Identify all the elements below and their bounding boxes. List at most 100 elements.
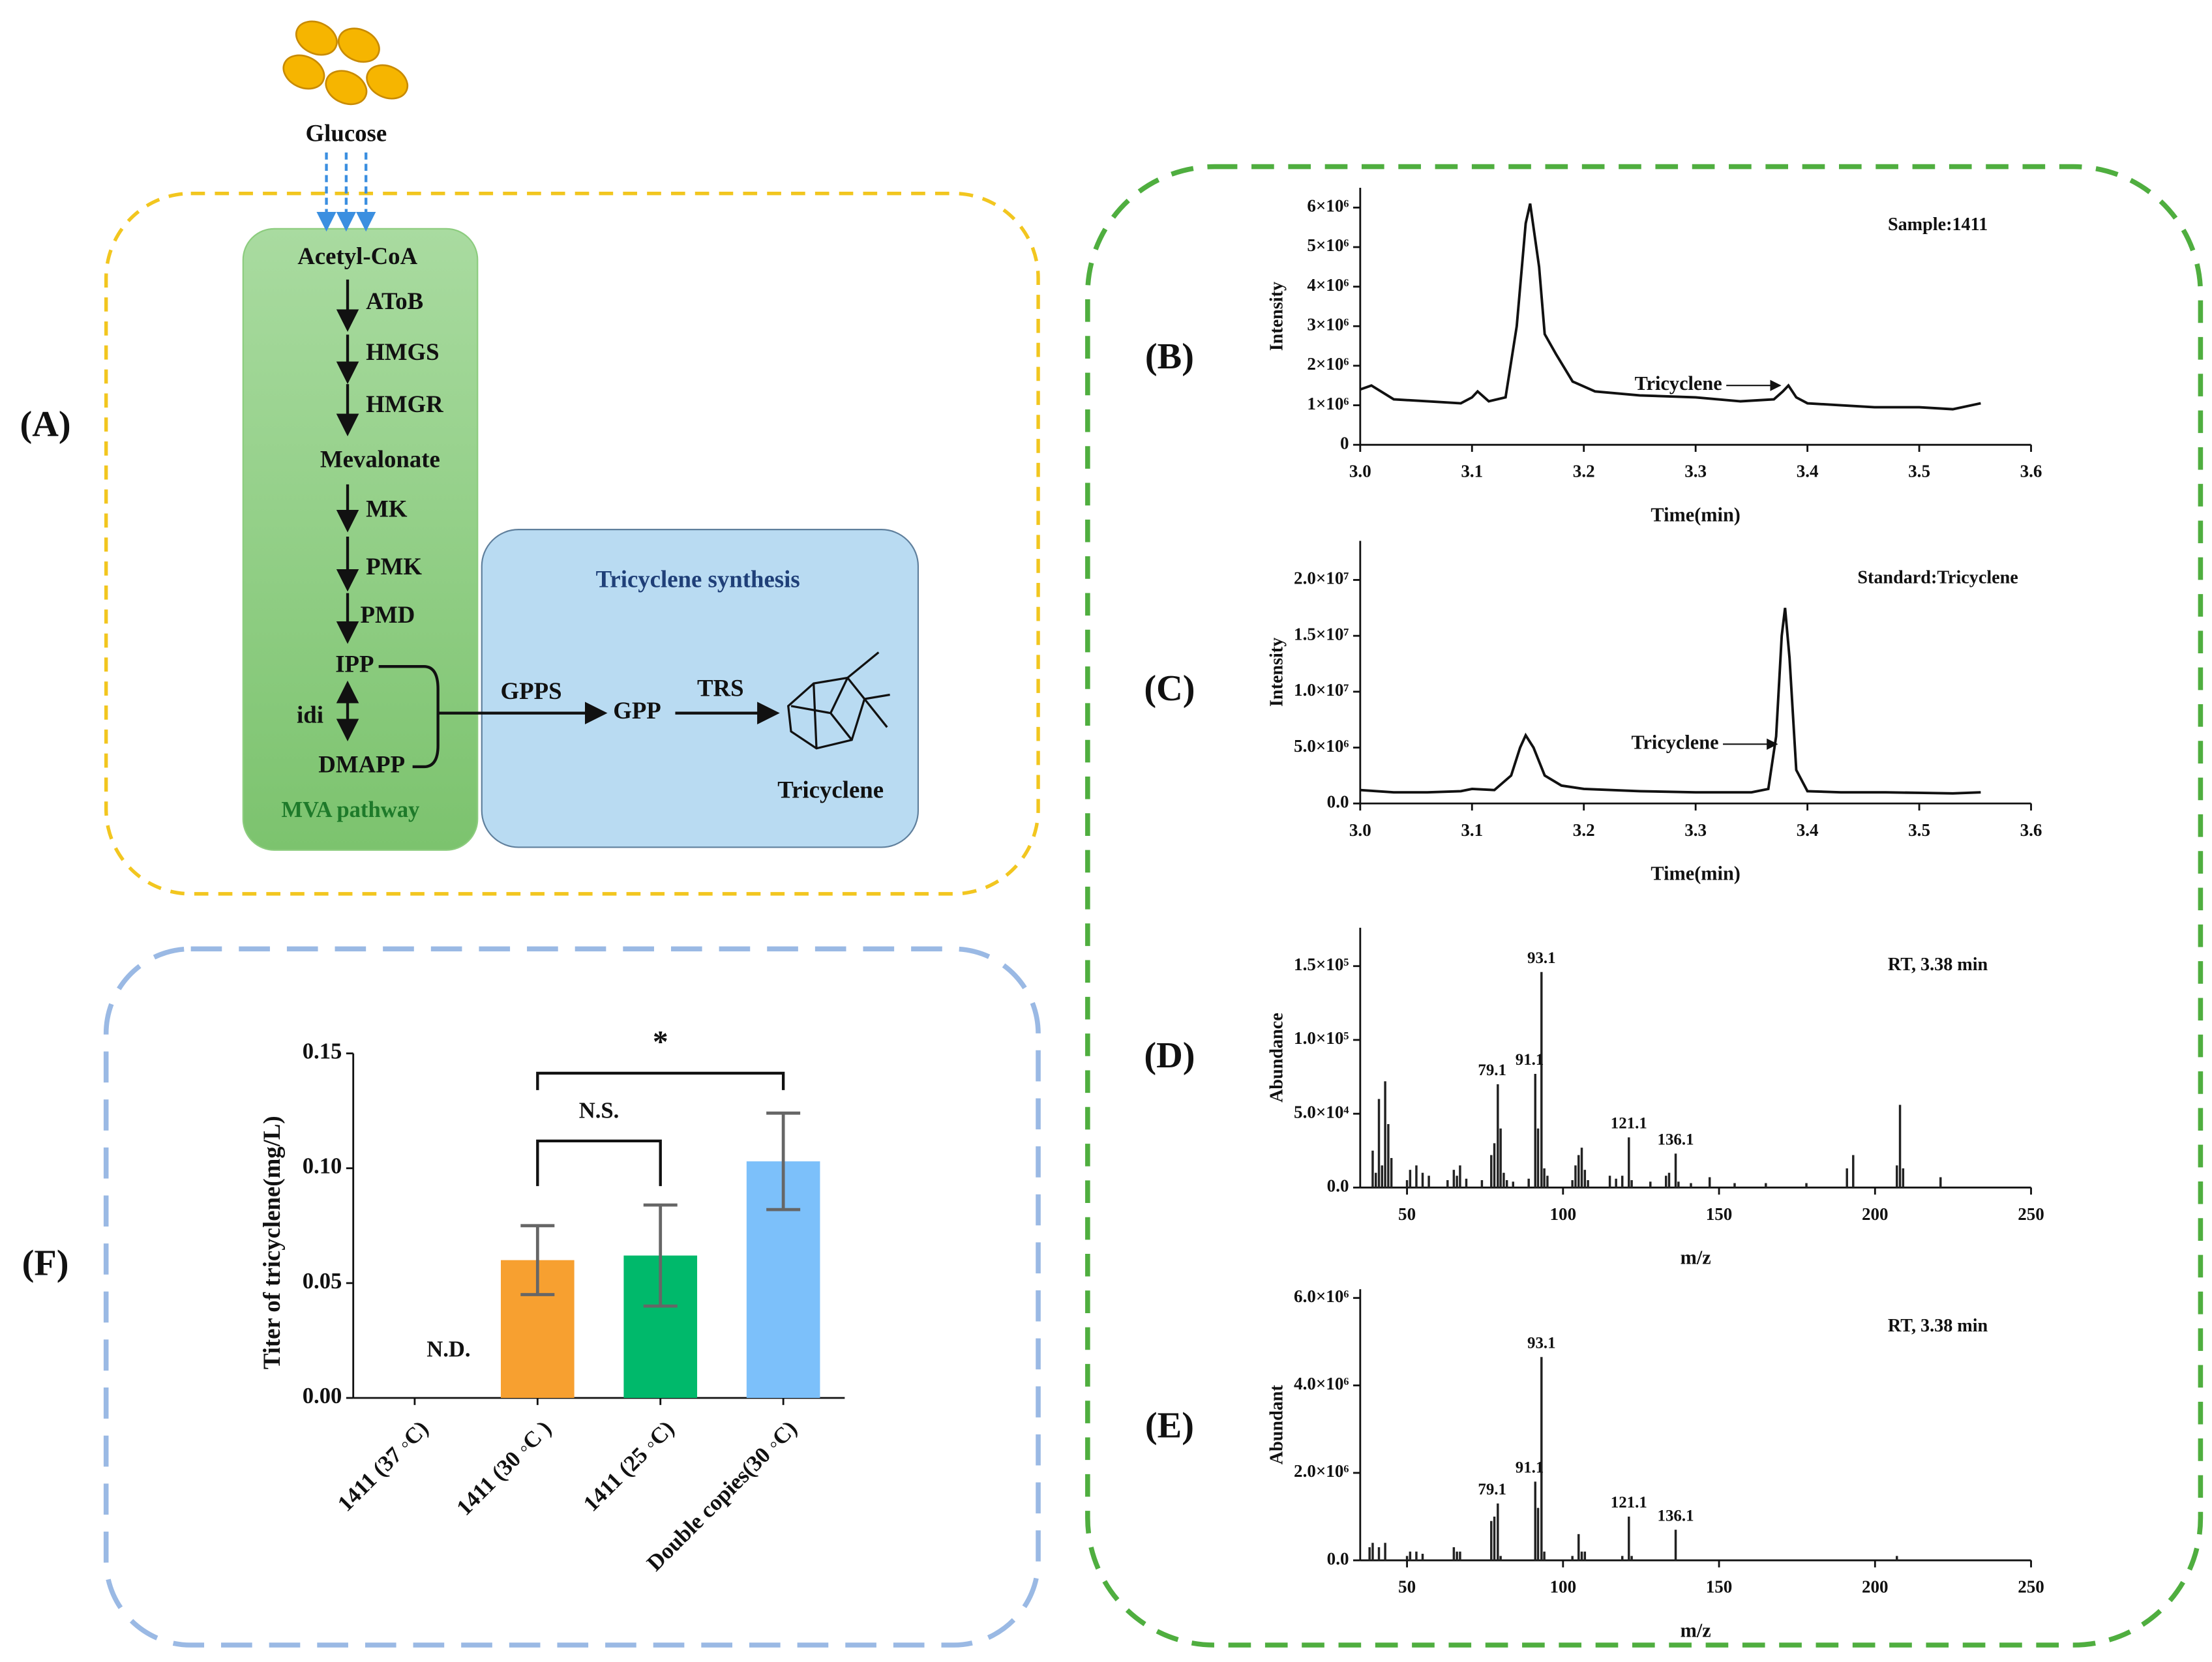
x-tick-label: 3.5: [1908, 820, 1930, 840]
enzyme: GPPS: [501, 677, 562, 704]
x-tick-label: 150: [1706, 1204, 1733, 1224]
peak-label: 121.1: [1611, 1115, 1647, 1133]
error-bar: [643, 1203, 678, 1308]
module-label: Tricyclene synthesis: [596, 566, 800, 593]
panel-frame: [103, 946, 1041, 1648]
x-tick-label: 250: [2018, 1204, 2044, 1224]
y-tick-label: 5.0×10⁶: [1294, 736, 1349, 756]
y-tick-label: 2.0×10⁶: [1294, 1461, 1349, 1481]
y-tick-label: 0.15: [303, 1039, 342, 1064]
metabolite: GPP: [613, 697, 661, 724]
x-tick-label: 3.2: [1573, 462, 1595, 481]
y-tick-label: 4×10⁶: [1307, 275, 1349, 295]
x-tick-label: 3.2: [1573, 820, 1595, 840]
x-tick-label: 3.3: [1684, 820, 1707, 840]
x-tick-label: 1411 (30 ◦C ): [452, 1416, 556, 1521]
peak-label: 136.1: [1658, 1507, 1694, 1524]
y-axis-label: Titer of tricyclene(mg/L): [258, 1116, 285, 1369]
x-axis-label: m/z: [1681, 1247, 1711, 1269]
line: [1360, 203, 1981, 411]
pathway-arrows: [336, 279, 890, 769]
panel-label: (B): [1145, 336, 1194, 377]
metabolite: Acetyl-CoA: [297, 243, 417, 269]
y-axis-label: Abundance: [1267, 1013, 1287, 1103]
peak-label: 93.1: [1527, 1334, 1556, 1352]
y-tick-label: 6.0×10⁶: [1294, 1286, 1349, 1306]
x-tick-label: 250: [2018, 1577, 2044, 1597]
missing-label: N.D.: [426, 1337, 470, 1362]
x-tick-label: 3.4: [1797, 820, 1819, 840]
x-tick-label: 3.3: [1684, 462, 1707, 481]
x-tick-label: 3.6: [2020, 462, 2042, 481]
error-bar: [520, 1224, 555, 1296]
x-tick-label: 100: [1550, 1204, 1577, 1224]
panel-label: (C): [1144, 668, 1195, 709]
x-axis-label: Time(min): [1651, 863, 1740, 885]
enzyme: PMD: [361, 601, 415, 628]
y-tick-label: 2.0×10⁷: [1294, 569, 1349, 588]
glucose-icon: [282, 20, 409, 106]
metabolite: IPP: [335, 651, 374, 677]
module-label: MVA pathway: [281, 797, 419, 822]
y-tick-label: 0.10: [303, 1154, 342, 1179]
panel-frame: [104, 191, 1040, 896]
y-tick-label: 1.0×10⁷: [1294, 680, 1349, 700]
x-axis-label: Time(min): [1651, 504, 1740, 526]
chart-note: Standard:Tricyclene: [1857, 567, 2018, 587]
x-tick-label: 50: [1398, 1577, 1416, 1597]
y-tick-label: 0.0: [1327, 792, 1349, 811]
enzyme: TRS: [697, 674, 744, 701]
y-tick-label: 2×10⁶: [1307, 354, 1349, 374]
y-tick-label: 0.0: [1327, 1176, 1349, 1196]
chart-note: RT, 3.38 min: [1888, 1316, 1988, 1336]
x-tick-label: 1411 (37 ◦C): [333, 1416, 434, 1517]
peak-label: 93.1: [1527, 949, 1556, 967]
y-tick-label: 5.0×10⁴: [1294, 1102, 1349, 1121]
significance-bracket: [536, 1139, 662, 1187]
significance-label: N.S.: [579, 1099, 620, 1123]
glucose-arrows: [316, 152, 376, 232]
peak-label: 79.1: [1478, 1061, 1506, 1079]
x-tick-label: 3.0: [1349, 462, 1371, 481]
panel-frame: [1085, 164, 2204, 1648]
peak-label: 136.1: [1658, 1131, 1694, 1148]
x-tick-label: 3.1: [1461, 820, 1483, 840]
x-tick-label: 100: [1550, 1577, 1577, 1597]
enzyme: HMGR: [366, 391, 443, 417]
enzyme: HMGS: [366, 338, 439, 365]
x-tick-label: 3.0: [1349, 820, 1371, 840]
y-tick-label: 1.5×10⁷: [1294, 624, 1349, 644]
x-tick-label: 150: [1706, 1577, 1733, 1597]
x-tick-label: 50: [1398, 1204, 1416, 1224]
y-axis-label: Intensity: [1267, 282, 1287, 351]
y-tick-label: 5×10⁶: [1307, 235, 1349, 255]
synthesis-box: [481, 529, 919, 848]
x-tick-label: 200: [1862, 1577, 1889, 1597]
panel-label: (F): [22, 1243, 69, 1284]
significance-bracket: [536, 1071, 785, 1090]
y-tick-label: 6×10⁶: [1307, 196, 1349, 216]
y-tick-label: 4.0×10⁶: [1294, 1374, 1349, 1393]
panel-labels: (A) (B) (C) (D) (E) (F): [20, 336, 1195, 1446]
line: [1360, 608, 1981, 795]
y-tick-label: 0.05: [303, 1269, 342, 1294]
x-tick-label: 3.5: [1908, 462, 1930, 481]
enzyme: AToB: [366, 288, 423, 314]
source: Glucose: [306, 119, 387, 146]
y-tick-label: 1×10⁶: [1307, 394, 1349, 413]
peak-label: 121.1: [1611, 1494, 1647, 1511]
y-axis-label: Intensity: [1267, 638, 1287, 707]
y-tick-label: 0.00: [303, 1384, 342, 1408]
x-axis-label: m/z: [1681, 1619, 1711, 1641]
error-bar: [766, 1111, 801, 1211]
peak-label: 91.1: [1516, 1051, 1544, 1069]
enzyme: PMK: [366, 553, 422, 580]
x-tick-label: 1411 (25 ◦C): [578, 1416, 679, 1517]
metabolite: Tricyclene: [777, 776, 884, 803]
peak-label: Tricyclene: [1632, 731, 1719, 753]
chart-note: Sample:1411: [1888, 215, 1988, 235]
enzyme: MK: [366, 495, 408, 522]
x-tick-label: 200: [1862, 1204, 1889, 1224]
